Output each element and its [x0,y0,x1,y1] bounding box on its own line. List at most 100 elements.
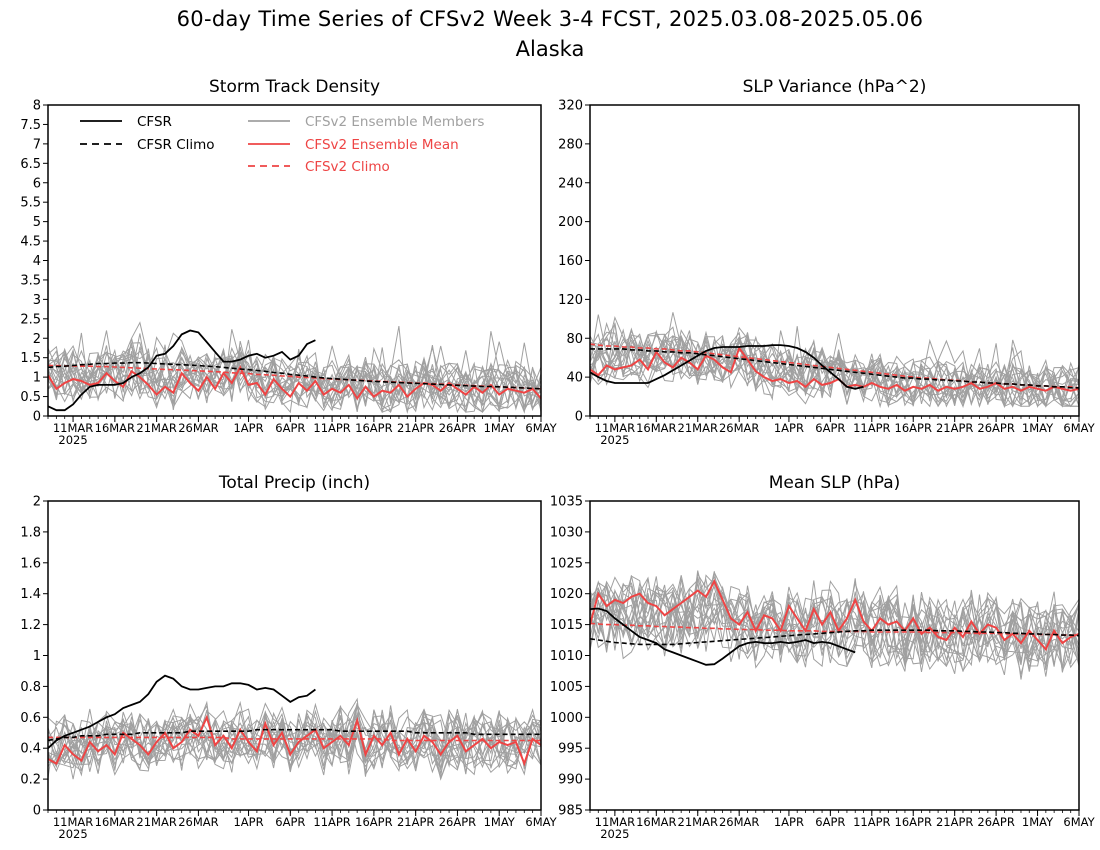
y-tick-label: 280 [558,137,583,152]
y-tick-label: 3 [33,293,41,308]
y-tick-label: 995 [558,742,583,757]
y-tick-label: 6 [33,176,41,191]
y-tick-label: 1025 [550,556,583,571]
x-tick-label: 6APR [815,421,845,435]
y-tick-label: 1 [33,371,41,386]
y-tick-label: 1010 [550,649,583,664]
x-tick-label: 11APR [853,815,890,829]
x-tick-label: 26APR [439,815,476,829]
y-tick-label: 1005 [550,680,583,695]
ensemble-member-line [590,321,1079,409]
legend-mean-label: CFSv2 Ensemble Mean [305,137,459,153]
y-tick-label: 0.6 [20,711,41,726]
y-tick-label: 8 [33,99,41,114]
plot-area [590,312,1079,409]
x-tick-label: 26MAR [178,421,218,435]
x-tick-label: 1APR [233,815,263,829]
y-tick-label: 0 [33,804,41,819]
panel-title: SLP Variance (hPa^2) [743,77,927,97]
y-tick-label: 1035 [550,495,583,510]
y-tick-label: 0.8 [20,680,41,695]
cfsr-line [48,674,316,749]
x-tick-label: 26MAR [719,815,759,829]
y-tick-label: 40 [566,371,583,386]
panel-1: Storm Track Density 0 0.5 1 1.5 2 2.5 3 3.5 4 4.5 5… [20,77,557,447]
x-tick-label: 11MAR [595,815,635,829]
y-tick-label: 2 [33,495,41,510]
ensemble-member-line [48,705,541,778]
x-tick-label: 26APR [977,421,1014,435]
x-axis: 11MAR 16MAR 21MAR 26MAR 1APR 6APR 11APR 16APR 21… [589,416,1096,447]
ensemble-member-line [590,578,1079,669]
y-axis: 985 990 995 1000 1005 1010 1015 1020 1025 1030 103… [550,495,590,819]
y-axis: 0 40 80 120 160 200 240 280 320 [558,99,590,425]
y-tick-label: 1.6 [20,556,41,571]
x-tick-label: 6APR [275,815,305,829]
ensemble-member-line [590,585,1079,669]
ensemble-member-line [590,316,1079,408]
y-tick-label: 0.5 [20,390,41,405]
plot-area [48,321,541,415]
x-tick-label: 11MAR [53,815,93,829]
x-tick-label: 1MAY [1022,421,1054,435]
y-tick-label: 1.2 [20,618,41,633]
y-tick-label: 7 [33,137,41,152]
panel-title: Total Precip (inch) [218,473,370,493]
x-axis: 11MAR 16MAR 21MAR 26MAR 1APR 6APR 11APR 16APR 21… [47,416,558,447]
legend-cfsr-climo-label: CFSR Climo [137,137,215,153]
y-tick-label: 2.5 [20,312,41,327]
x-tick-label: 21MAR [136,815,176,829]
cfsr-climo-line [590,348,1079,389]
x-tick-label: 21APR [936,815,973,829]
y-tick-label: 1000 [550,711,583,726]
x-tick-label: 6APR [275,421,305,435]
ensemble-member-line [48,326,541,414]
ensemble-mean-line [590,345,1079,392]
ensemble-mean-line [48,365,541,401]
panel-title: Storm Track Density [209,77,380,97]
panel-4: Mean SLP (hPa) 985 990 995 1000 1005 1010 1015 1… [550,473,1096,841]
x-tick-label: 11MAR [595,421,635,435]
x-tick-label: 21MAR [136,421,176,435]
x-year-label: 2025 [58,433,87,447]
cfsr-climo-line [48,728,541,742]
x-tick-label: 6MAY [1063,815,1095,829]
ensemble-mean-line [48,714,541,767]
x-tick-label: 6APR [815,815,845,829]
x-tick-label: 16MAR [636,421,676,435]
cfsr-line [590,607,856,666]
x-tick-label: 1MAY [484,815,516,829]
x-tick-label: 11APR [313,815,350,829]
cfsr-climo-line [590,629,1079,646]
x-axis: 11MAR 16MAR 21MAR 26MAR 1APR 6APR 11APR 16APR 21… [47,810,558,841]
x-tick-label: 1MAY [1022,815,1054,829]
legend-members-label: CFSv2 Ensemble Members [305,114,484,130]
x-tick-label: 16APR [355,815,392,829]
x-tick-label: 16APR [355,421,392,435]
ensemble-member-line [48,338,541,410]
legend-cfsv2-climo-label: CFSv2 Climo [305,159,390,175]
y-tick-label: 160 [558,254,583,269]
x-tick-label: 1APR [774,815,804,829]
x-tick-label: 1APR [233,421,263,435]
cfsr-line [590,344,864,390]
y-tick-label: 200 [558,215,583,230]
y-tick-label: 0 [33,410,41,425]
x-tick-label: 1APR [774,421,804,435]
y-tick-label: 320 [558,99,583,114]
plot-area [48,674,541,781]
y-tick-label: 120 [558,293,583,308]
y-tick-label: 4.5 [20,235,41,250]
ensemble-member-line [590,570,1079,674]
ensemble-member-line [590,330,1079,409]
x-tick-label: 21APR [936,421,973,435]
ensemble-member-line [590,582,1079,669]
y-tick-label: 240 [558,176,583,191]
y-tick-label: 1.5 [20,351,41,366]
x-tick-label: 16MAR [95,421,135,435]
ensemble-member-line [48,346,541,413]
x-tick-label: 26APR [977,815,1014,829]
ensemble-member-line [48,705,541,775]
x-tick-label: 21MAR [678,421,718,435]
